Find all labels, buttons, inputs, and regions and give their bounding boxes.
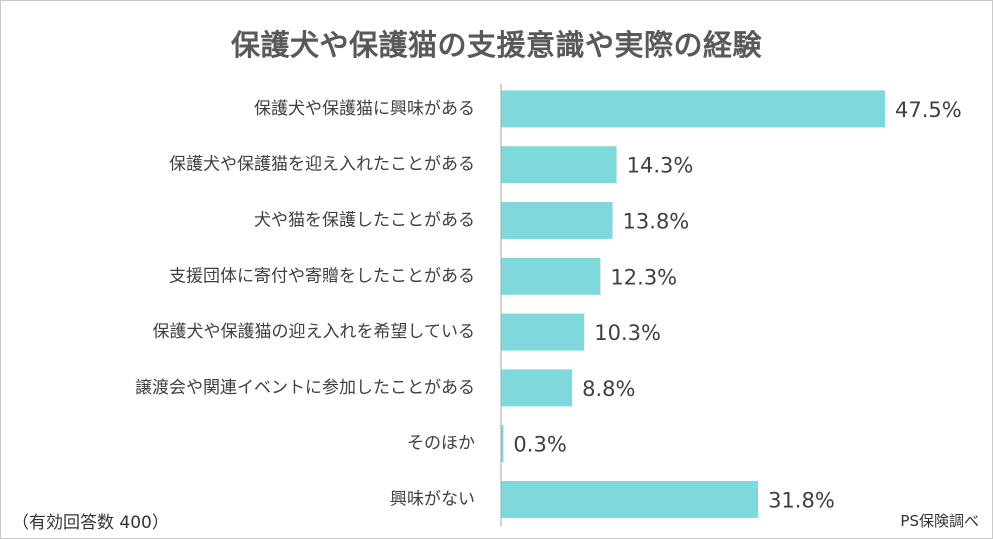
category-label: 保護犬や保護猫を迎え入れたことがある — [169, 155, 475, 175]
bar — [501, 90, 885, 128]
bar — [501, 257, 601, 295]
bar — [501, 313, 585, 351]
category-labels: 保護犬や保護猫に興味がある保護犬や保護猫を迎え入れたことがある犬や猫を保護したこ… — [135, 99, 475, 510]
respondent-count-note: （有効回答数 400） — [12, 513, 169, 533]
data-label: 10.3% — [594, 321, 661, 345]
bar — [501, 425, 504, 463]
bar — [501, 146, 617, 184]
data-label: 47.5% — [895, 98, 962, 122]
category-label: 保護犬や保護猫に興味がある — [254, 99, 475, 119]
chart-title: 保護犬や保護猫の支援意識や実際の経験 — [230, 28, 762, 62]
data-label: 0.3% — [513, 433, 566, 457]
data-label: 8.8% — [582, 377, 635, 401]
category-label: 保護犬や保護猫の迎え入れを希望している — [153, 322, 476, 342]
data-label: 14.3% — [627, 154, 694, 178]
bar — [501, 481, 759, 518]
bar — [501, 369, 573, 407]
data-label: 31.8% — [768, 489, 835, 513]
category-label: 興味がない — [390, 490, 475, 510]
data-label: 13.8% — [623, 210, 690, 234]
bar — [501, 202, 613, 239]
source-credit: PS保険調べ — [900, 512, 979, 530]
category-label: そのほか — [407, 434, 475, 454]
category-label: 支援団体に寄付や寄贈をしたことがある — [169, 266, 475, 286]
value-labels: 47.5% 14.3% 13.8% 12.3% 10.3% 8.8% 0.3% 31.8% — [513, 98, 961, 513]
data-label: 12.3% — [610, 265, 677, 289]
bars — [501, 90, 885, 518]
category-label: 譲渡会や関連イベントに参加したことがある — [135, 378, 475, 398]
category-label: 犬や猫を保護したことがある — [254, 211, 475, 231]
